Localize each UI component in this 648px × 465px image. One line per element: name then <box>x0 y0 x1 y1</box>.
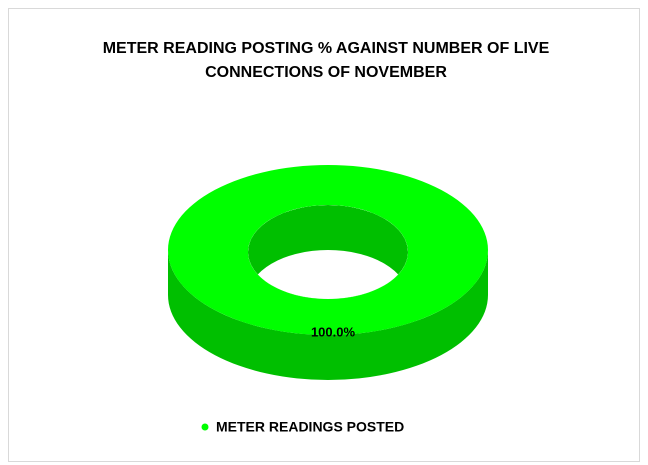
legend-label: METER READINGS POSTED <box>216 419 404 435</box>
ring-side <box>168 250 488 380</box>
chart-title: METER READING POSTING % AGAINST NUMBER O… <box>103 40 550 57</box>
hole-floor <box>248 250 408 299</box>
doughnut-slice <box>168 165 488 335</box>
chart-title: CONNECTIONS OF NOVEMBER <box>205 64 447 81</box>
legend-marker <box>201 423 209 431</box>
hole-wall <box>248 205 408 299</box>
data-label: 100.0% <box>311 324 356 339</box>
